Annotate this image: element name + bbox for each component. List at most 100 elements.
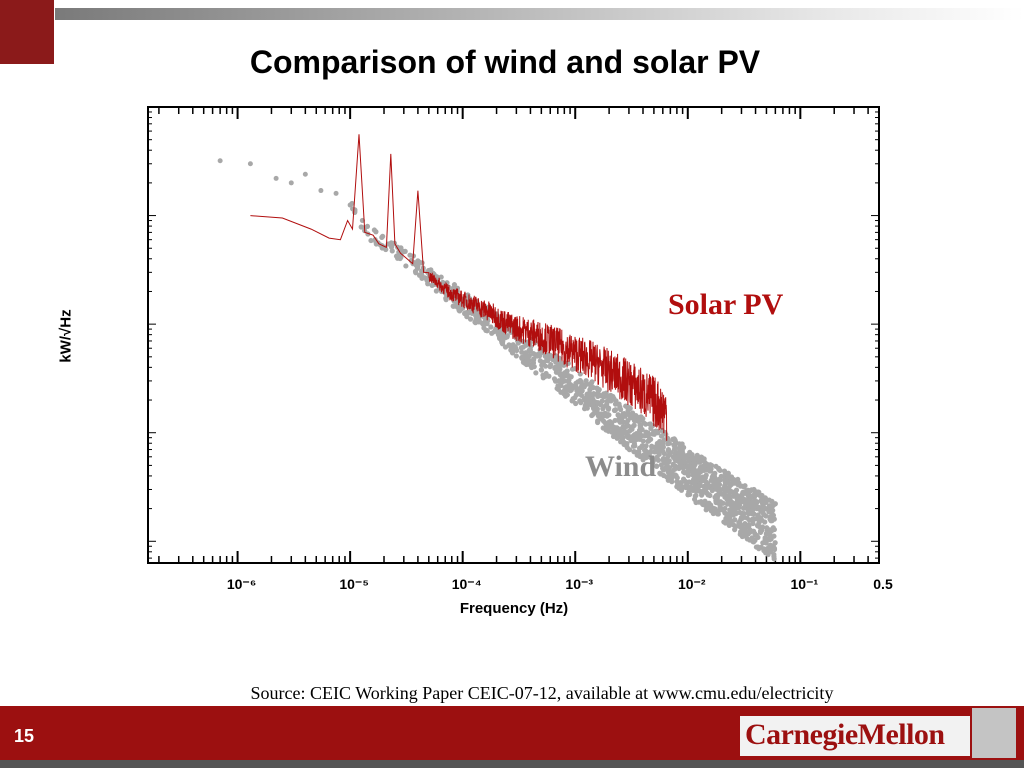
wind-point: [647, 448, 654, 455]
wind-point: [379, 245, 385, 251]
source-note: Source: CEIC Working Paper CEIC-07-12, a…: [250, 683, 834, 703]
wind-point: [740, 505, 747, 511]
wind-point: [729, 499, 735, 505]
wind-point: [705, 462, 712, 469]
wind-point: [653, 449, 659, 455]
wind-point: [745, 509, 752, 515]
wind-point: [628, 437, 634, 444]
wind-point: [373, 229, 379, 235]
wind-point: [701, 464, 707, 471]
wind-point: [727, 483, 733, 489]
wind-point: [721, 519, 727, 525]
wind-point: [616, 401, 622, 407]
x-tick-label: 10⁻⁶: [226, 576, 257, 592]
wind-point: [635, 418, 641, 424]
wind-point: [754, 499, 760, 506]
wind-point: [760, 502, 766, 508]
wind-point: [601, 413, 607, 419]
wind-point: [706, 505, 713, 512]
wind-point: [488, 324, 494, 330]
wind-point: [643, 449, 649, 455]
wind-point: [419, 260, 425, 266]
wind-point: [601, 391, 607, 397]
wind-point: [456, 307, 462, 313]
wind-point: [625, 423, 631, 429]
wind-point: [418, 271, 424, 277]
wind-point: [648, 425, 654, 432]
wind-point: [661, 472, 667, 479]
x-tick-label: 10⁻¹: [790, 576, 819, 592]
wind-point: [769, 518, 775, 524]
wind-point: [538, 367, 545, 373]
wind-point: [770, 512, 777, 518]
wind-point: [755, 504, 762, 510]
wind-point: [621, 441, 627, 447]
wind-point: [677, 448, 683, 454]
wind-point: [679, 442, 685, 448]
wind-point: [751, 516, 757, 523]
x-tick-label: 10⁻³: [565, 576, 594, 592]
wind-point: [472, 319, 478, 325]
wind-point: [523, 350, 529, 356]
wind-point: [415, 258, 421, 264]
wind-point: [757, 492, 763, 498]
wind-point: [669, 469, 675, 475]
footer-logo: [972, 708, 1016, 758]
wind-point: [706, 500, 712, 506]
wind-point: [648, 455, 654, 461]
wind-point: [425, 281, 431, 287]
wind-point: [352, 208, 358, 214]
wind-point: [625, 418, 631, 424]
wind-point: [729, 476, 736, 482]
wind-point: [730, 480, 736, 486]
wind-point: [748, 493, 754, 499]
wind-point: [637, 436, 643, 442]
wind-point: [770, 525, 776, 531]
wind-point: [626, 433, 632, 439]
wind-point: [612, 417, 618, 424]
wind-point: [629, 425, 635, 431]
wind-point: [685, 463, 691, 469]
wind-point: [635, 449, 641, 456]
wind-point: [547, 364, 553, 370]
wind-point: [582, 403, 588, 409]
wind-point: [736, 520, 742, 526]
wind-point: [569, 384, 576, 390]
wind-point: [668, 449, 674, 456]
wind-point: [632, 435, 639, 441]
wind-point: [484, 327, 490, 334]
wind-point: [545, 358, 551, 364]
wind-point: [288, 180, 294, 186]
wind-point: [683, 484, 689, 491]
wind-point: [594, 406, 600, 412]
wind-point: [540, 372, 546, 378]
wind-point: [690, 487, 696, 493]
wind-point: [519, 349, 525, 355]
wind-point: [433, 288, 439, 294]
page-number: 15: [14, 726, 35, 746]
wind-point: [612, 401, 619, 407]
wind-point: [590, 385, 596, 391]
wind-point: [771, 551, 777, 558]
wind-point: [724, 501, 730, 507]
wind-point: [669, 475, 675, 481]
wind-point: [694, 475, 700, 481]
wind-point: [654, 463, 660, 469]
wind-point: [584, 381, 590, 387]
wind-point: [755, 512, 761, 518]
wind-point: [524, 357, 530, 364]
wind-point: [696, 459, 702, 465]
wind-point: [566, 374, 573, 380]
wind-point: [739, 523, 745, 530]
wind-point: [761, 547, 767, 553]
wind-point: [699, 492, 705, 498]
wind-point: [660, 448, 666, 454]
wind-point: [547, 353, 553, 359]
wind-point: [610, 433, 617, 440]
wind-point: [621, 410, 627, 417]
wind-point: [400, 249, 406, 255]
wind-point: [451, 282, 458, 288]
wind-point: [607, 419, 613, 425]
wind-point: [680, 455, 687, 461]
solar-series-line: [250, 134, 668, 441]
